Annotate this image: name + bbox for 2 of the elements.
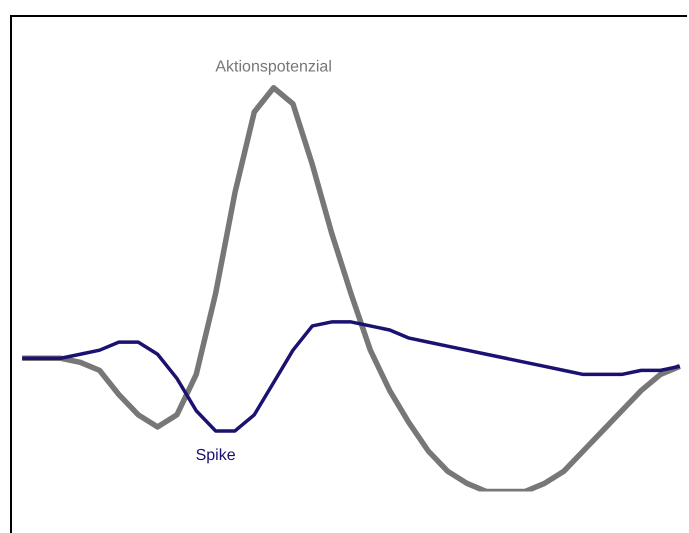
- series-label: Aktionspotenzial: [215, 58, 332, 76]
- series-label: Spike: [196, 447, 236, 464]
